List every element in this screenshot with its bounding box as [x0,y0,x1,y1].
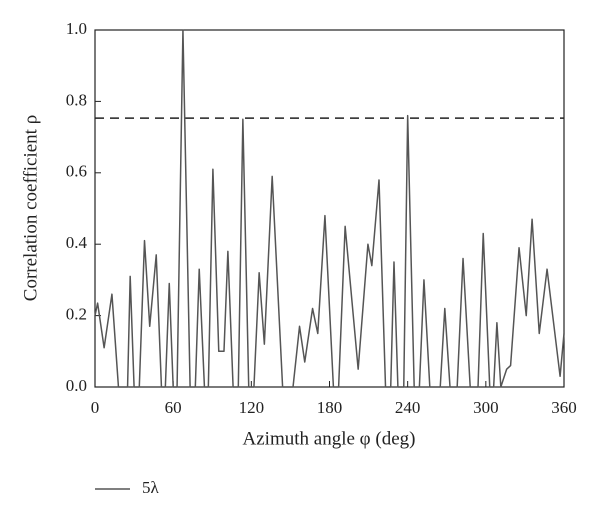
x-tick-label: 60 [165,398,182,417]
x-tick-label: 180 [317,398,343,417]
y-tick-label: 0.4 [66,233,88,252]
x-axis-title: Azimuth angle φ (deg) [243,428,416,449]
y-tick-label: 0.0 [66,376,87,395]
y-axis-title: Correlation coefficient ρ [20,115,41,301]
x-tick-label: 300 [473,398,499,417]
y-tick-label: 0.6 [66,162,87,181]
data-line [94,29,565,388]
legend-label: 5λ [142,478,160,497]
x-tick-label: 0 [91,398,100,417]
x-tick-label: 120 [239,398,265,417]
plot-frame [94,29,565,388]
y-tick-label: 0.2 [66,305,87,324]
x-tick-label: 240 [395,398,421,417]
y-tick-label: 1.0 [66,19,87,38]
x-tick-label: 360 [551,398,577,417]
y-tick-label: 0.8 [66,90,87,109]
